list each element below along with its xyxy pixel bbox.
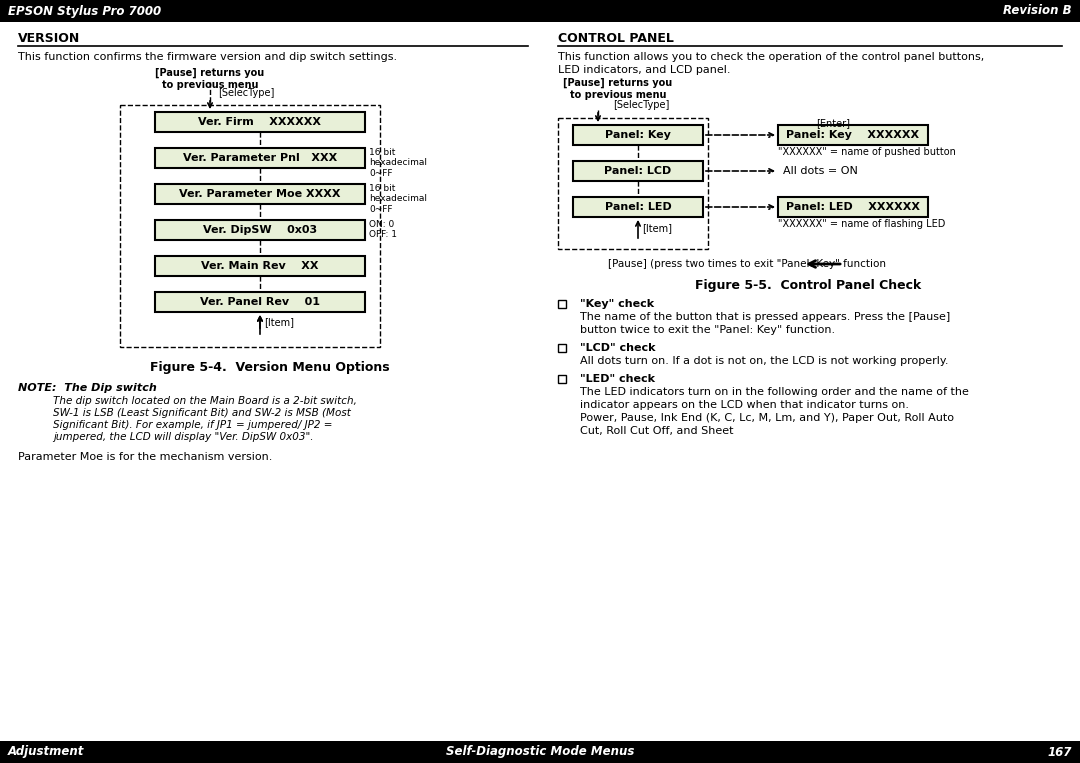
Text: VERSION: VERSION (18, 32, 80, 45)
Bar (573, 161, 703, 181)
Text: All dots turn on. If a dot is not on, the LCD is not working properly.: All dots turn on. If a dot is not on, th… (580, 356, 948, 366)
Text: Panel: LED    XXXXXX: Panel: LED XXXXXX (786, 202, 920, 212)
Text: [Pause] returns you
to previous menu: [Pause] returns you to previous menu (156, 68, 265, 90)
Bar (156, 220, 365, 240)
Text: LED indicators, and LCD panel.: LED indicators, and LCD panel. (558, 65, 730, 75)
Text: [SelecType]: [SelecType] (218, 88, 274, 98)
Text: [Pause] (press two times to exit "Panel: Key" function: [Pause] (press two times to exit "Panel:… (608, 259, 886, 269)
Bar (558, 344, 566, 352)
Text: The LED indicators turn on in the following order and the name of the: The LED indicators turn on in the follow… (580, 387, 969, 397)
Bar (558, 118, 708, 249)
Text: [SelecType]: [SelecType] (613, 100, 670, 110)
Text: "LCD" check: "LCD" check (580, 343, 656, 353)
Bar (573, 125, 703, 145)
Text: [Item]: [Item] (642, 223, 672, 233)
Text: Ver. Panel Rev    01: Ver. Panel Rev 01 (200, 297, 320, 307)
Bar (558, 375, 566, 383)
Text: Panel: Key: Panel: Key (605, 130, 671, 140)
Text: 16 bit
hexadecimal
0~FF: 16 bit hexadecimal 0~FF (369, 148, 427, 178)
Text: This function allows you to check the operation of the control panel buttons,: This function allows you to check the op… (558, 52, 984, 62)
Bar (156, 112, 365, 132)
Text: Adjustment: Adjustment (8, 745, 84, 758)
Bar (778, 197, 928, 217)
Text: Significant Bit). For example, if JP1 = jumpered/ JP2 =: Significant Bit). For example, if JP1 = … (53, 420, 333, 430)
Text: Parameter Moe is for the mechanism version.: Parameter Moe is for the mechanism versi… (18, 452, 272, 462)
Text: All dots = ON: All dots = ON (783, 166, 858, 176)
Bar (120, 105, 380, 347)
Bar (156, 292, 365, 312)
Text: Figure 5-4.  Version Menu Options: Figure 5-4. Version Menu Options (150, 361, 390, 374)
Text: [Enter]: [Enter] (816, 118, 850, 128)
Text: Ver. Parameter Pnl   XXX: Ver. Parameter Pnl XXX (183, 153, 337, 163)
Text: button twice to exit the "Panel: Key" function.: button twice to exit the "Panel: Key" fu… (580, 325, 835, 335)
Text: 167: 167 (1048, 745, 1072, 758)
Text: Ver. Parameter Moe XXXX: Ver. Parameter Moe XXXX (179, 189, 341, 199)
Bar (156, 256, 365, 276)
Text: The name of the button that is pressed appears. Press the [Pause]: The name of the button that is pressed a… (580, 312, 950, 322)
Text: Cut, Roll Cut Off, and Sheet: Cut, Roll Cut Off, and Sheet (580, 426, 733, 436)
Text: The dip switch located on the Main Board is a 2-bit switch,: The dip switch located on the Main Board… (53, 396, 356, 406)
Text: CONTROL PANEL: CONTROL PANEL (558, 32, 674, 45)
Text: jumpered, the LCD will display "Ver. DipSW 0x03".: jumpered, the LCD will display "Ver. Dip… (53, 432, 313, 442)
Text: Ver. DipSW    0x03: Ver. DipSW 0x03 (203, 225, 318, 235)
Bar (0, 0, 1080, 22)
Text: SW-1 is LSB (Least Significant Bit) and SW-2 is MSB (Most: SW-1 is LSB (Least Significant Bit) and … (53, 408, 351, 418)
Bar (558, 300, 566, 308)
Text: Ver. Main Rev    XX: Ver. Main Rev XX (201, 261, 319, 271)
Text: This function confirms the firmware version and dip switch settings.: This function confirms the firmware vers… (18, 52, 397, 62)
Text: indicator appears on the LCD when that indicator turns on.: indicator appears on the LCD when that i… (580, 400, 909, 410)
Text: [Pause] returns you
to previous menu: [Pause] returns you to previous menu (564, 78, 673, 100)
Text: Panel: Key    XXXXXX: Panel: Key XXXXXX (786, 130, 919, 140)
Bar (0, 741, 1080, 763)
Text: EPSON Stylus Pro 7000: EPSON Stylus Pro 7000 (8, 5, 161, 18)
Text: "XXXXXX" = name of flashing LED: "XXXXXX" = name of flashing LED (778, 219, 945, 229)
Bar (778, 125, 928, 145)
Text: [Item]: [Item] (264, 317, 294, 327)
Text: NOTE:  The Dip switch: NOTE: The Dip switch (18, 383, 157, 393)
Text: Panel: LED: Panel: LED (605, 202, 672, 212)
Text: "LED" check: "LED" check (580, 374, 654, 384)
Text: ON: 0
OFF: 1: ON: 0 OFF: 1 (369, 220, 397, 240)
Bar (156, 184, 365, 204)
Text: Revision B: Revision B (1003, 5, 1072, 18)
Text: Figure 5-5.  Control Panel Check: Figure 5-5. Control Panel Check (694, 279, 921, 292)
Bar (156, 148, 365, 168)
Text: 16 bit
hexadecimal
0~FF: 16 bit hexadecimal 0~FF (369, 184, 427, 214)
Text: Panel: LCD: Panel: LCD (605, 166, 672, 176)
Text: Self-Diagnostic Mode Menus: Self-Diagnostic Mode Menus (446, 745, 634, 758)
Text: "Key" check: "Key" check (580, 299, 654, 309)
Text: "XXXXXX" = name of pushed button: "XXXXXX" = name of pushed button (778, 147, 956, 157)
Text: Power, Pause, Ink End (K, C, Lc, M, Lm, and Y), Paper Out, Roll Auto: Power, Pause, Ink End (K, C, Lc, M, Lm, … (580, 413, 954, 423)
Text: Ver. Firm    XXXXXX: Ver. Firm XXXXXX (199, 117, 322, 127)
Bar (573, 197, 703, 217)
